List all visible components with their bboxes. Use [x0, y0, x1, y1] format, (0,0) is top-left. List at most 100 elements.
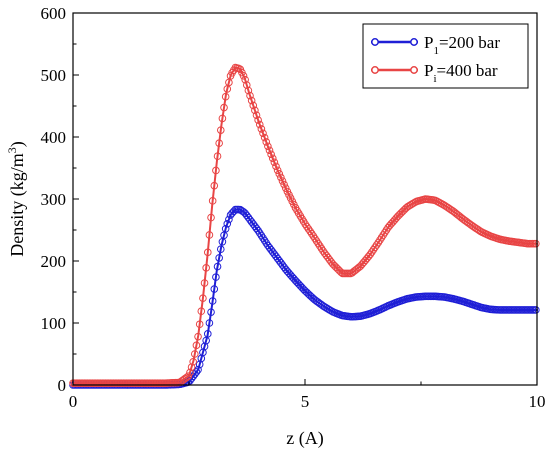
legend-label-400bar-sub: i: [433, 73, 436, 85]
data-point: [194, 366, 202, 374]
x-tick-label: 5: [301, 392, 310, 411]
y-tick-label: 400: [41, 128, 67, 147]
data-point: [195, 320, 204, 329]
data-point: [205, 319, 214, 327]
y-axis-label-main: Density (kg/m: [7, 153, 28, 257]
data-point: [265, 146, 274, 155]
data-point: [192, 341, 201, 350]
data-point: [278, 177, 287, 185]
y-axis-label-sup: 3: [5, 147, 19, 153]
data-point: [270, 158, 279, 167]
data-point: [208, 297, 217, 305]
data-point: [207, 213, 215, 222]
data-point: [277, 173, 285, 182]
data-point: [532, 306, 540, 314]
data-point: [249, 101, 258, 110]
data-point: [184, 372, 193, 381]
data-point: [257, 125, 266, 133]
data-point: [268, 154, 277, 163]
legend-marker-400bar-a: [371, 66, 379, 74]
y-tick-label: 200: [41, 252, 67, 271]
data-point: [218, 114, 227, 123]
legend-marker-200bar-b: [410, 38, 418, 46]
data-point: [252, 111, 261, 120]
y-axis-label-close: ): [7, 141, 28, 147]
data-point: [213, 262, 222, 271]
data-point: [215, 139, 223, 147]
data-point: [202, 264, 210, 272]
data-point: [186, 368, 194, 377]
data-point: [267, 150, 275, 159]
y-tick-label: 0: [58, 376, 67, 395]
data-point: [200, 279, 209, 287]
legend-entry-400bar: Pi=400 bar: [371, 61, 498, 85]
data-point: [203, 330, 212, 338]
legend-box: [362, 23, 529, 89]
data-point: [205, 231, 214, 239]
legend-label-400bar: Pi=400 bar: [424, 61, 498, 85]
data-point: [246, 91, 254, 100]
data-point: [247, 96, 256, 105]
legend-label-200bar-main: P: [424, 33, 433, 52]
data-point: [225, 215, 233, 224]
y-tick-label: 600: [41, 4, 67, 23]
y-tick-label: 100: [41, 314, 67, 333]
legend-label-200bar: P1=200 bar: [424, 33, 500, 57]
legend-label-200bar-sub: 1: [433, 45, 439, 57]
x-axis-label: z (A): [286, 428, 323, 449]
data-point: [280, 180, 288, 189]
data-point: [212, 166, 220, 175]
data-point: [212, 273, 220, 281]
data-point: [273, 166, 282, 175]
data-point: [197, 307, 206, 316]
legend-label-400bar-main: P: [424, 61, 433, 80]
data-point: [254, 116, 262, 124]
data-point: [199, 294, 207, 303]
legend: P1=200 bar Pi=400 bar: [362, 23, 529, 89]
data-point: [264, 142, 272, 151]
legend-marker-400bar-b: [410, 66, 418, 74]
data-point: [242, 81, 251, 89]
data-point: [220, 103, 228, 112]
data-point: [260, 133, 269, 142]
data-point: [194, 332, 202, 341]
data-point: [213, 152, 222, 161]
data-point: [262, 138, 271, 146]
legend-label-200bar-rest: =200 bar: [439, 33, 500, 52]
data-point: [259, 129, 267, 138]
data-point: [223, 220, 232, 228]
data-point: [191, 350, 199, 358]
data-point: [241, 75, 249, 84]
data-point: [208, 197, 217, 205]
data-point: [203, 248, 212, 257]
x-tick-label: 10: [529, 392, 546, 411]
data-point: [215, 254, 223, 262]
data-point: [216, 245, 225, 254]
data-point: [532, 239, 540, 248]
data-point: [275, 170, 284, 178]
data-point: [189, 357, 197, 366]
data-point: [255, 120, 264, 129]
data-point: [187, 363, 196, 371]
data-point: [221, 92, 230, 101]
data-point: [239, 71, 248, 80]
data-point: [216, 126, 225, 134]
data-point: [244, 86, 253, 95]
data-point: [251, 106, 259, 115]
legend-entry-200bar: P1=200 bar: [371, 33, 500, 57]
data-point: [210, 285, 219, 293]
series-200bar: [69, 205, 540, 389]
legend-marker-200bar-a: [371, 38, 379, 46]
x-tick-label: 0: [69, 392, 78, 411]
series-line: [73, 208, 537, 386]
data-point: [272, 162, 280, 171]
data-point: [207, 308, 215, 316]
y-axis-label: Density (kg/m3): [5, 141, 28, 257]
data-point: [221, 224, 230, 233]
plot-marks: [69, 63, 540, 389]
y-tick-label: 300: [41, 190, 67, 209]
y-tick-label: 500: [41, 66, 67, 85]
